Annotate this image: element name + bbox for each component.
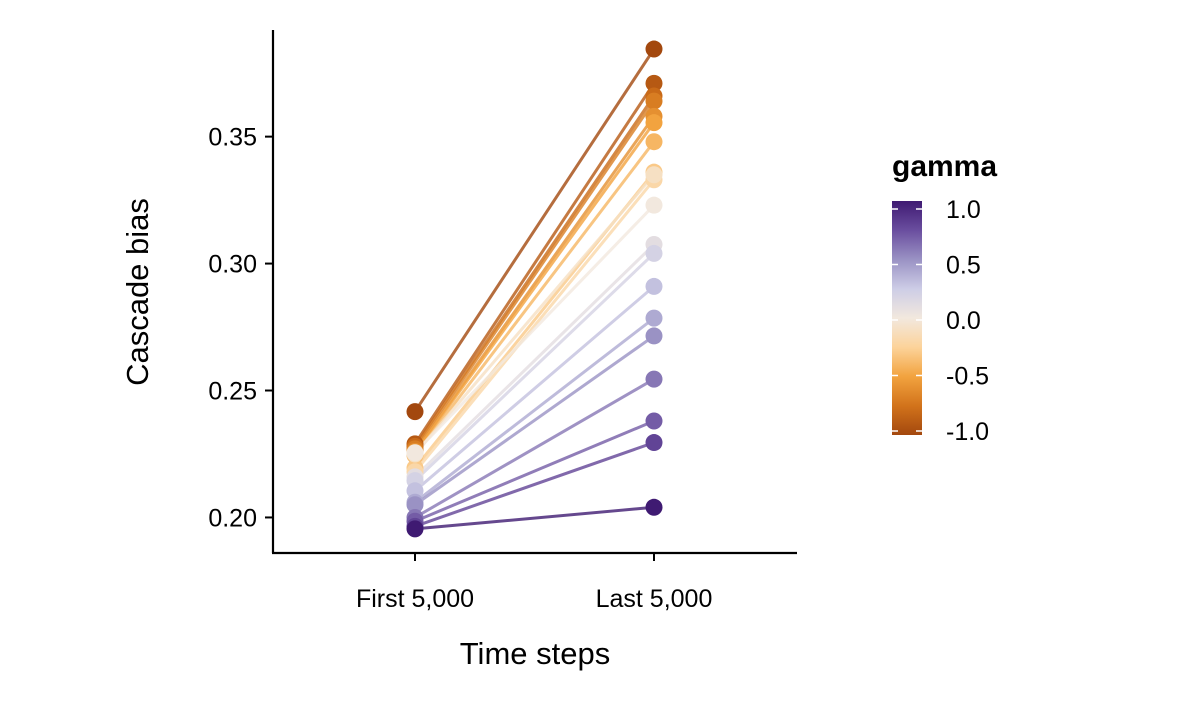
data-point <box>406 403 424 421</box>
data-point <box>645 133 663 151</box>
series-line <box>414 505 655 531</box>
series-line <box>414 419 655 523</box>
y-axis-title: Cascade bias <box>120 198 155 386</box>
series-line <box>413 173 656 455</box>
series-line <box>413 178 656 473</box>
colorbar-tick-label: 0.5 <box>946 252 981 280</box>
series-points <box>406 40 663 538</box>
colorbar-tick-label: -0.5 <box>946 363 989 391</box>
data-point <box>645 309 663 327</box>
x-tick-label: First 5,000 <box>356 585 474 613</box>
x-tick-label: Last 5,000 <box>596 585 713 613</box>
gamma-colorbar-legend: gamma 1.0 0.5 0.0 -0.5 -1.0 <box>892 150 997 446</box>
data-point <box>645 412 663 430</box>
y-tick-label: 0.35 <box>208 124 257 152</box>
data-point <box>406 520 424 538</box>
series-line <box>413 48 656 413</box>
data-point <box>645 244 663 262</box>
y-tick-label: 0.20 <box>208 504 257 532</box>
data-point <box>645 40 663 58</box>
series-line <box>413 121 656 454</box>
series-line <box>414 441 655 528</box>
colorbar-ticks: 1.0 0.5 0.0 -0.5 -1.0 <box>892 196 989 446</box>
data-point <box>645 327 663 345</box>
series-line <box>414 285 655 492</box>
data-point <box>645 92 663 110</box>
series-line <box>413 140 656 457</box>
series-line <box>413 243 656 478</box>
plot-panel <box>406 40 663 538</box>
data-point <box>645 498 663 516</box>
series-line <box>413 95 656 448</box>
data-point <box>645 196 663 214</box>
data-point <box>406 444 424 462</box>
colorbar-tick-label: 1.0 <box>946 196 981 224</box>
data-point <box>645 74 663 92</box>
y-tick-label: 0.25 <box>208 378 257 406</box>
colorbar <box>892 201 922 435</box>
data-point <box>645 434 663 452</box>
data-point <box>645 370 663 388</box>
y-tick-label: 0.30 <box>208 251 257 279</box>
series-line <box>414 316 655 504</box>
series-line <box>413 100 656 450</box>
series-lines <box>413 48 656 531</box>
series-line <box>413 204 656 454</box>
legend-title: gamma <box>892 150 997 183</box>
colorbar-tick-label: -1.0 <box>946 418 989 446</box>
series-line <box>414 334 655 506</box>
series-line <box>413 82 656 445</box>
data-point <box>645 277 663 295</box>
x-axis-ticks: First 5,000 Last 5,000 <box>356 553 712 613</box>
y-axis-ticks: 0.20 0.25 0.30 0.35 <box>208 124 273 532</box>
colorbar-tick-label: 0.0 <box>946 307 981 335</box>
series-line <box>413 252 656 482</box>
x-axis-title: Time steps <box>460 636 610 671</box>
data-point <box>645 166 663 184</box>
data-point <box>406 496 424 514</box>
series-line <box>414 377 655 519</box>
data-point <box>645 114 663 132</box>
